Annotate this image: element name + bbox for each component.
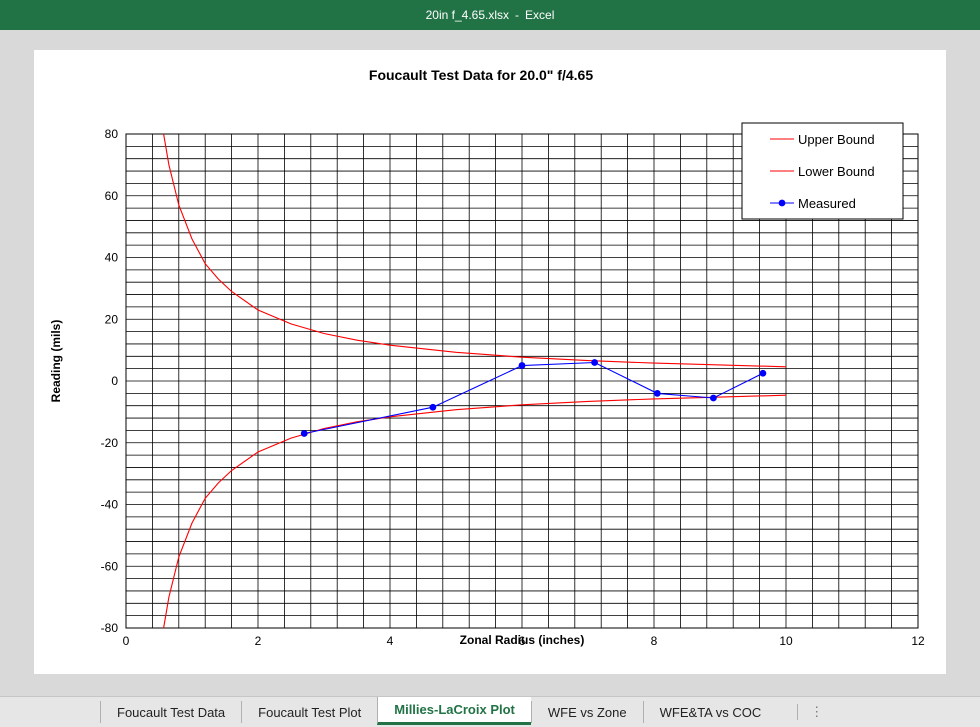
y-tick-label: 40 — [105, 251, 119, 265]
x-tick-label: 12 — [911, 634, 925, 648]
y-tick-label: -80 — [101, 621, 119, 635]
legend-label-upper-bound: Upper Bound — [798, 132, 875, 147]
chart-series — [163, 133, 787, 629]
y-tick-label: -20 — [101, 436, 119, 450]
tab-wfe-ta-vs-coc[interactable]: WFE&TA vs COC — [642, 701, 778, 723]
data-point-measured[interactable] — [653, 389, 661, 397]
tab-label: WFE&TA vs COC — [659, 704, 762, 720]
tab-label: Millies-LaCroix Plot — [394, 702, 515, 717]
chart-area[interactable]: Foucault Test Data for 20.0" f/4.65 Zona… — [34, 50, 946, 674]
data-point-measured[interactable] — [300, 430, 308, 437]
window-app-name: Excel — [525, 8, 555, 22]
chart-legend[interactable]: Upper Bound Lower Bound Measured — [741, 122, 904, 220]
data-point-measured[interactable] — [759, 369, 767, 377]
legend-label-lower-bound: Lower Bound — [798, 164, 875, 179]
x-tick-label: 0 — [123, 634, 130, 648]
chart-svg: Foucault Test Data for 20.0" f/4.65 Zona… — [49, 67, 925, 648]
tab-label: Foucault Test Data — [117, 704, 226, 720]
tab-foucault-test-data[interactable]: Foucault Test Data — [100, 701, 241, 723]
x-tick-label: 2 — [255, 634, 262, 648]
y-axis-label: Reading (mils) — [49, 320, 63, 403]
legend-label-measured: Measured — [798, 196, 856, 211]
tab-label: Foucault Test Plot — [258, 704, 362, 720]
sheet-area: Foucault Test Data for 20.0" f/4.65 Zona… — [0, 30, 980, 696]
tab-label: WFE vs Zone — [547, 704, 627, 720]
legend-marker-measured — [778, 199, 786, 207]
series-line-upper-bound — [163, 133, 787, 368]
legend-box — [741, 122, 904, 220]
y-tick-label: 60 — [105, 189, 119, 203]
y-tick-label: 20 — [105, 312, 119, 326]
y-tick-label: 0 — [111, 374, 118, 388]
tab-millies-lacroix-plot[interactable]: Millies-LaCroix Plot — [377, 697, 531, 725]
title-bar: 20in f_4.65.xlsx - Excel — [0, 0, 980, 30]
tab-wfe-vs-zone[interactable]: WFE vs Zone — [530, 701, 643, 723]
tab-foucault-test-plot[interactable]: Foucault Test Plot — [241, 701, 377, 723]
window-file-name: 20in f_4.65.xlsx — [425, 8, 510, 22]
vertical-ellipsis-icon[interactable]: ⋮ — [797, 704, 835, 720]
y-tick-label: -60 — [101, 559, 119, 573]
chart-title: Foucault Test Data for 20.0" f/4.65 — [369, 67, 593, 83]
y-tick-label: 80 — [105, 127, 119, 141]
title-separator: - — [515, 8, 520, 22]
sheet-tab-bar: Foucault Test Data Foucault Test Plot Mi… — [0, 696, 980, 727]
x-axis-label: Zonal Radius (inches) — [460, 633, 585, 647]
data-point-measured[interactable] — [710, 394, 717, 402]
x-tick-label: 8 — [651, 634, 658, 648]
x-tick-label: 10 — [779, 634, 793, 648]
data-point-measured[interactable] — [429, 403, 437, 411]
chart-ticks: 0 2 4 6 8 10 12 80 60 40 20 0 -20 -40 -60 -80 — [101, 127, 925, 648]
x-tick-label: 6 — [519, 634, 526, 648]
y-tick-label: -40 — [101, 498, 119, 512]
x-tick-label: 4 — [387, 634, 394, 648]
data-point-measured[interactable] — [518, 362, 526, 369]
data-point-measured[interactable] — [591, 359, 598, 366]
